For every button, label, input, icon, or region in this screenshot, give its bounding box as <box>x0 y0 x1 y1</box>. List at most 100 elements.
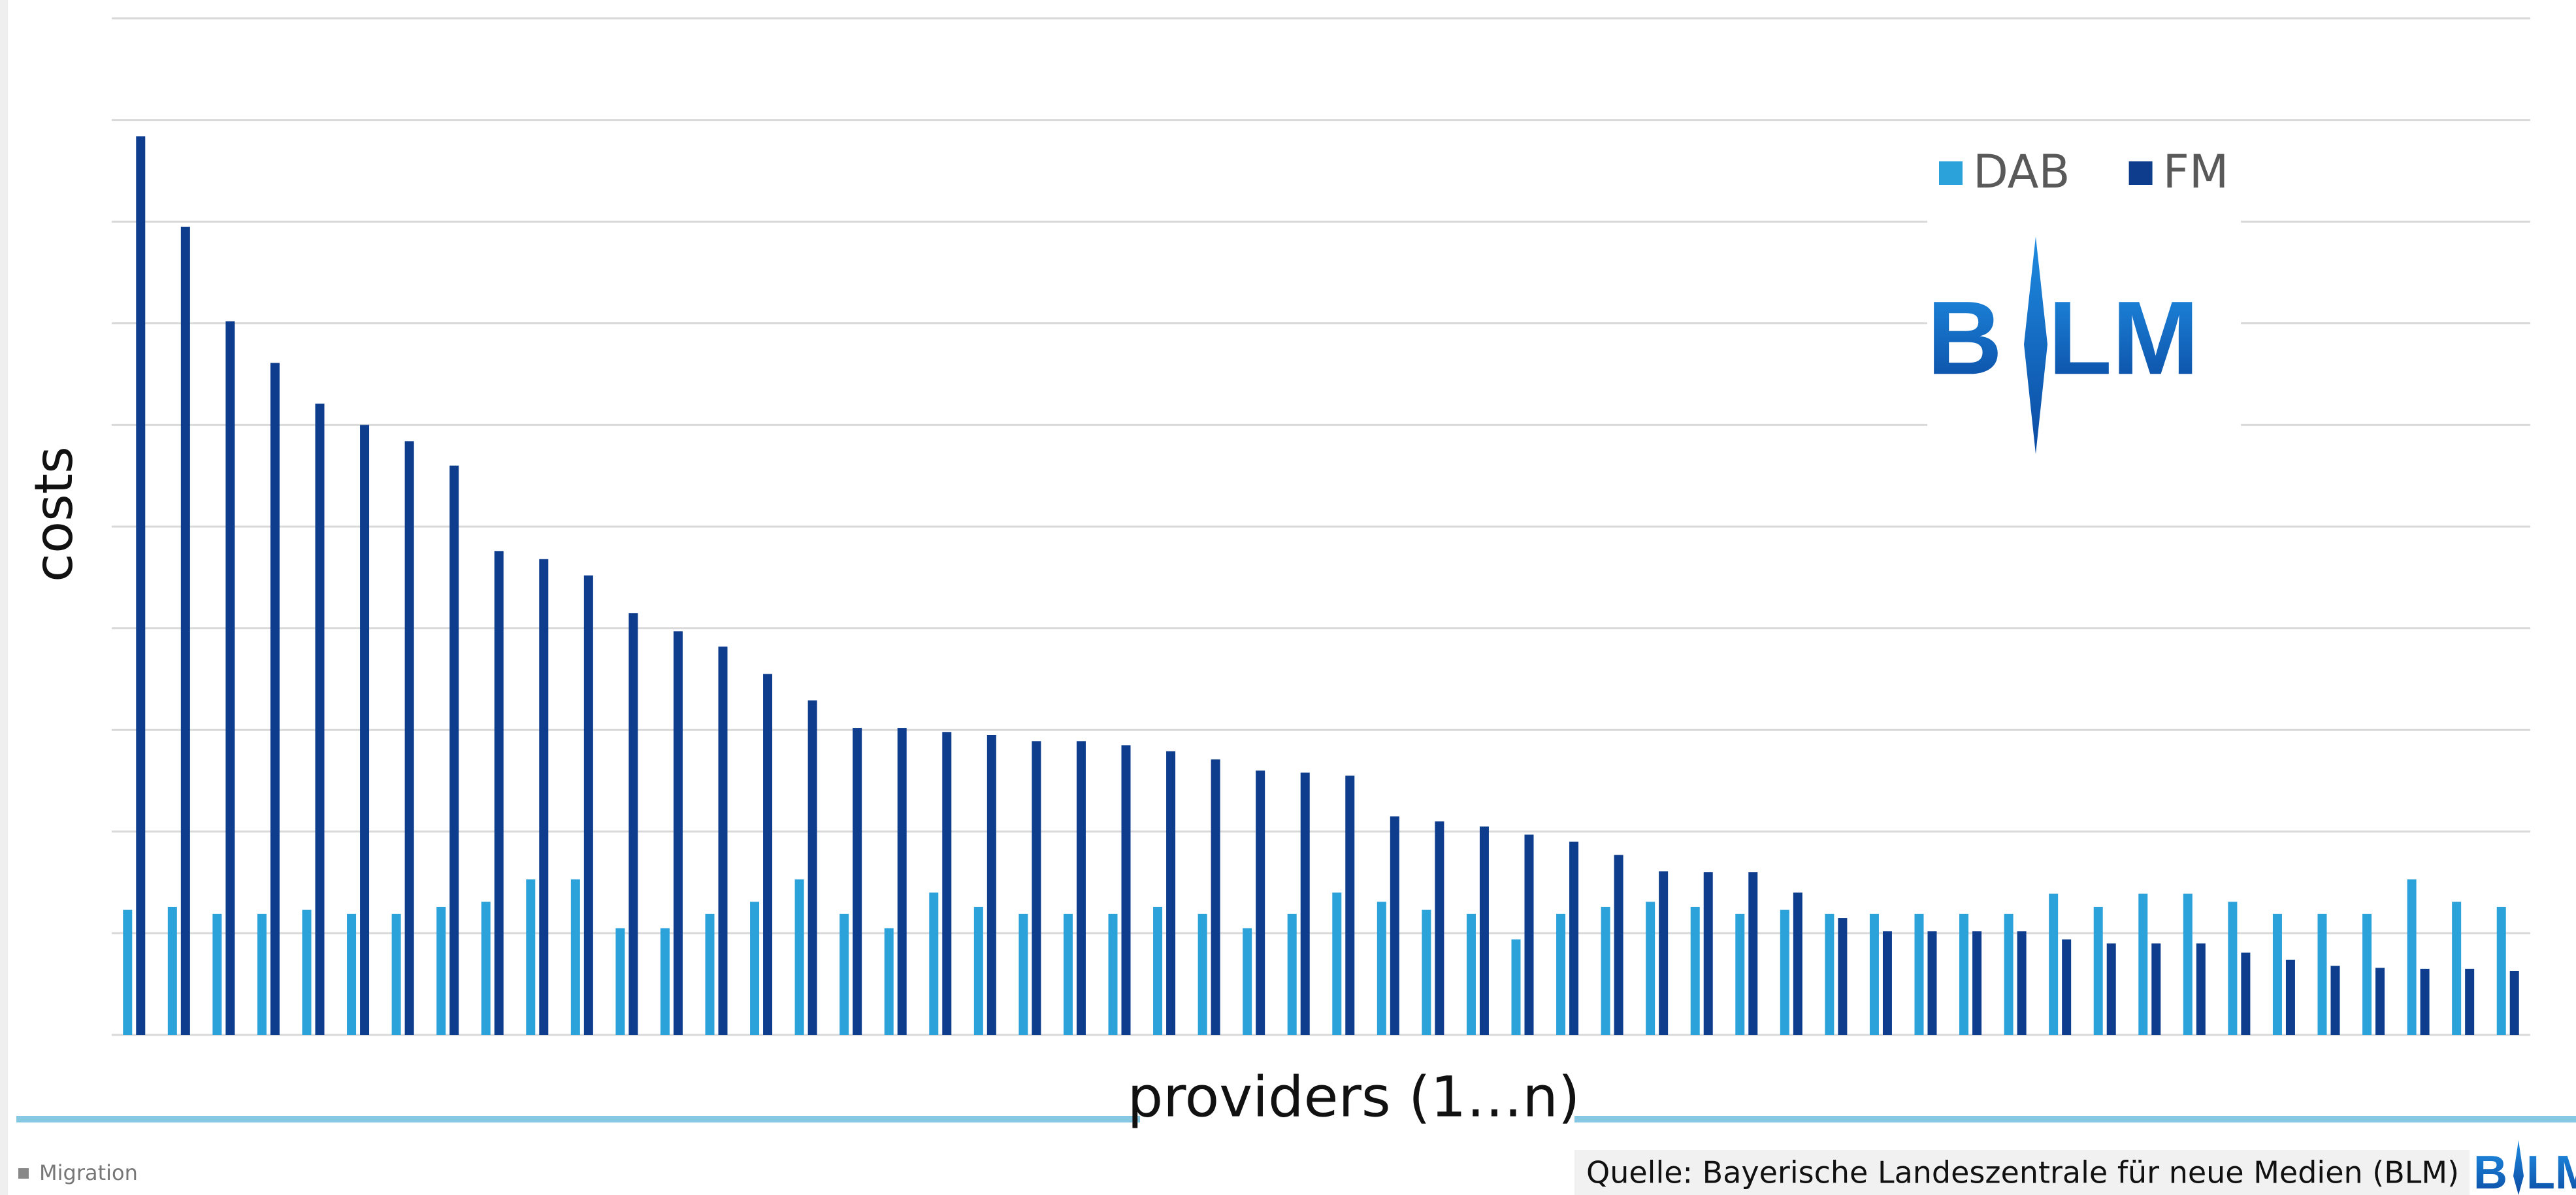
bullet <box>18 1168 29 1179</box>
bar <box>167 906 177 1035</box>
legend-swatch <box>2128 161 2153 185</box>
bar <box>853 728 862 1035</box>
bar <box>1556 913 1566 1035</box>
bar <box>897 728 907 1035</box>
bar <box>1345 776 1355 1035</box>
source-box <box>1574 1150 2470 1195</box>
bar <box>1198 913 1207 1035</box>
bar <box>180 226 190 1036</box>
bar <box>1032 741 1041 1035</box>
bar <box>1121 745 1131 1035</box>
bar <box>1882 931 1892 1035</box>
bar <box>1332 892 1342 1035</box>
bar <box>705 913 715 1035</box>
bar <box>2407 879 2417 1035</box>
left-edge <box>0 0 8 1195</box>
bar <box>257 913 267 1035</box>
bar <box>1703 872 1713 1035</box>
x-axis-title: providers (1…n) <box>1128 1064 1580 1130</box>
bar <box>2465 968 2475 1035</box>
bar <box>270 363 280 1035</box>
bar <box>973 906 983 1035</box>
bar <box>481 902 491 1035</box>
bar <box>1927 931 1937 1035</box>
bar <box>1256 770 1265 1035</box>
bar <box>1914 913 1924 1035</box>
bar <box>660 928 670 1035</box>
logo-right: LM <box>2048 279 2199 396</box>
bar <box>2272 913 2282 1035</box>
bar <box>628 613 638 1035</box>
legend-label: DAB <box>1973 145 2070 199</box>
bar <box>2017 931 2027 1035</box>
bar <box>2151 943 2161 1035</box>
logo: B LM <box>1927 237 2199 454</box>
bar <box>449 465 459 1035</box>
bar <box>1108 913 1118 1035</box>
bar <box>2241 952 2251 1035</box>
footer-section: Migration <box>39 1160 138 1185</box>
logo-left: B <box>1927 279 2002 396</box>
bar <box>2049 893 2059 1035</box>
bar <box>1063 913 1073 1035</box>
bar <box>391 913 401 1035</box>
bar <box>840 913 849 1035</box>
bar <box>1869 913 1879 1035</box>
bar <box>2093 906 2103 1035</box>
bar <box>1300 772 1310 1035</box>
bar <box>942 732 952 1035</box>
bar <box>615 928 625 1035</box>
bar <box>1287 913 1297 1035</box>
bar <box>807 700 817 1035</box>
bar <box>539 559 549 1035</box>
bar <box>1511 939 1521 1035</box>
bar <box>1390 816 1399 1035</box>
logo-diamond <box>2024 237 2047 454</box>
bar <box>1479 827 1489 1035</box>
bar <box>526 879 536 1035</box>
bar <box>436 906 446 1035</box>
bar <box>2228 902 2238 1035</box>
bar <box>136 136 146 1036</box>
bar <box>2317 913 2327 1035</box>
logo-bg <box>1927 216 2241 464</box>
bar <box>2420 968 2430 1035</box>
bar <box>570 879 580 1035</box>
bar <box>2509 970 2519 1035</box>
footer-logo-right: LM <box>2526 1147 2576 1195</box>
bar <box>2330 966 2340 1035</box>
bar <box>1614 855 1623 1035</box>
bar <box>1211 759 1220 1035</box>
legend-label: FM <box>2163 145 2229 199</box>
bar <box>583 575 593 1035</box>
bar <box>1972 931 1982 1035</box>
bar <box>2375 968 2385 1035</box>
bar <box>347 913 357 1035</box>
bar <box>123 909 133 1035</box>
bar <box>1243 928 1252 1035</box>
bar <box>2452 902 2462 1035</box>
bar <box>2496 906 2506 1035</box>
bar <box>1435 821 1444 1035</box>
bar <box>1466 913 1476 1035</box>
bar <box>884 928 894 1035</box>
bar <box>673 631 683 1035</box>
bar <box>2106 943 2116 1035</box>
bar <box>302 909 312 1035</box>
bar <box>1825 913 1834 1035</box>
bar <box>1019 913 1028 1035</box>
footer-logo-diamond <box>2513 1140 2524 1195</box>
bar <box>1601 906 1610 1035</box>
bar <box>2196 943 2206 1035</box>
bar <box>1793 892 1802 1035</box>
bar <box>1524 834 1534 1035</box>
legend-swatch <box>1939 161 1963 185</box>
bar <box>718 646 728 1035</box>
bar <box>404 441 414 1035</box>
bar <box>1422 909 1431 1035</box>
bar <box>225 321 235 1035</box>
bar <box>315 403 325 1035</box>
footer-logo-left: B <box>2473 1147 2507 1195</box>
bar <box>1377 902 1386 1035</box>
